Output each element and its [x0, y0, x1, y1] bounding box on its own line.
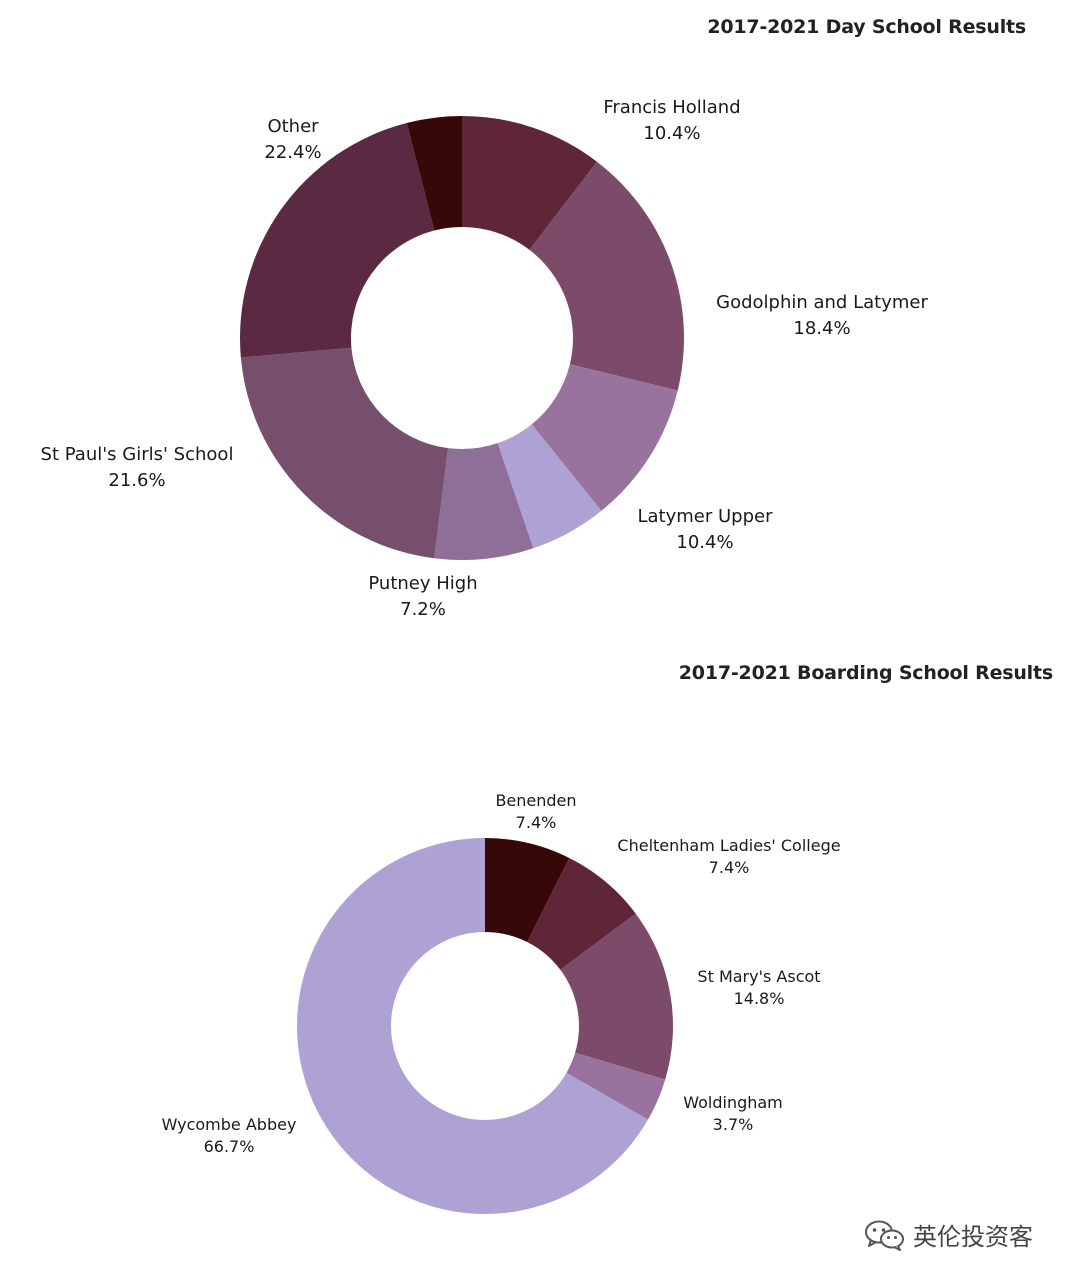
slice-cheltenham-ladies-college — [527, 857, 636, 970]
slice-label: Putney High — [368, 573, 477, 594]
slice-st-paul-s-girls-school — [240, 347, 449, 559]
slice-label: Cheltenham Ladies' College — [617, 836, 840, 855]
day-chart-title: 2017-2021 Day School Results — [707, 16, 1026, 38]
slice-value-label: 21.6% — [108, 470, 165, 491]
slice-latymer-upper — [531, 364, 678, 511]
watermark-text: 英伦投资客 — [913, 1223, 1033, 1251]
slice-woldingham — [566, 1052, 666, 1120]
wechat-icon — [865, 1220, 904, 1251]
slice-unlabeled-3 — [497, 424, 602, 549]
slice-benenden — [485, 838, 570, 942]
slice-value-label: 66.7% — [204, 1137, 255, 1156]
slice-label: Benenden — [495, 791, 576, 810]
slice-label: Woldingham — [683, 1093, 783, 1112]
slice-label: Godolphin and Latymer — [716, 292, 928, 313]
slice-value-label: 7.2% — [400, 599, 446, 620]
slice-label: Latymer Upper — [638, 506, 774, 527]
slice-other — [240, 122, 435, 358]
boarding-chart-title: 2017-2021 Boarding School Results — [678, 662, 1053, 684]
slice-label: St Mary's Ascot — [697, 967, 820, 986]
slice-francis-holland — [462, 116, 597, 250]
slice-godolphin-and-latymer — [529, 161, 684, 391]
slice-label: St Paul's Girls' School — [41, 444, 234, 465]
slice-unlabeled-7 — [406, 116, 462, 231]
slice-label: Francis Holland — [603, 97, 740, 118]
slice-value-label: 3.7% — [713, 1115, 754, 1134]
slice-value-label: 10.4% — [676, 532, 733, 553]
slice-putney-high — [434, 443, 534, 560]
slice-wycombe-abbey — [296, 838, 649, 1214]
slice-value-label: 18.4% — [793, 318, 850, 339]
slice-value-label: 14.8% — [734, 989, 785, 1008]
boarding-school-donut-chart: Benenden 7.4% Cheltenham Ladies' College 7.… — [162, 791, 841, 1214]
slice-label: Other — [267, 116, 319, 137]
slice-value-label: 7.4% — [709, 858, 750, 877]
slice-value-label: 22.4% — [264, 142, 321, 163]
slice-value-label: 7.4% — [516, 813, 557, 832]
day-school-donut-chart: Francis Holland 10.4% Godolphin and Latyme… — [41, 97, 929, 620]
slice-value-label: 10.4% — [643, 123, 700, 144]
slice-st-mary-s-ascot — [560, 913, 673, 1080]
watermark: 英伦投资客 — [863, 1217, 1033, 1252]
slice-label: Wycombe Abbey — [162, 1115, 297, 1134]
